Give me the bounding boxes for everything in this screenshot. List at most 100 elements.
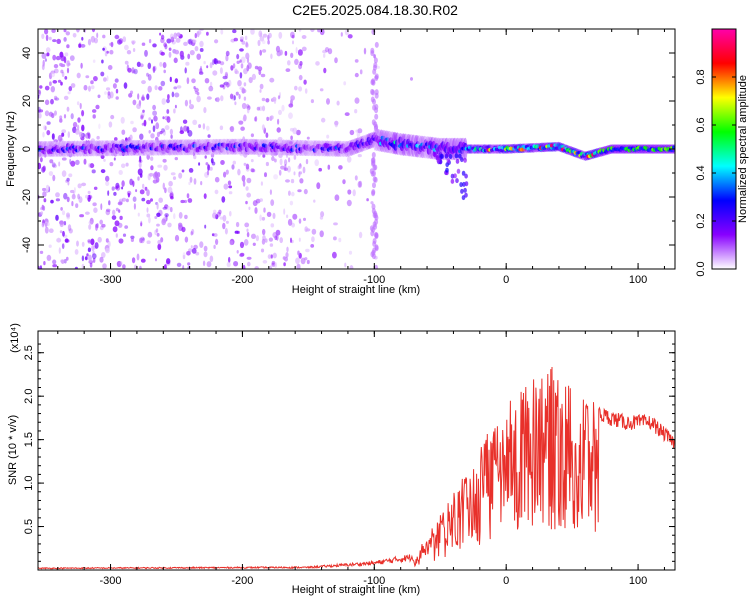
heatmap-speckle xyxy=(101,59,104,64)
heatmap-speckle xyxy=(326,98,330,105)
heatmap-speckle xyxy=(374,264,378,269)
heatmap-speckle xyxy=(202,260,206,267)
heatmap-speckle xyxy=(140,220,143,226)
heatmap-speckle xyxy=(104,91,107,95)
heatmap-speckle xyxy=(48,228,54,233)
x-tick-label: 100 xyxy=(629,575,647,587)
heatmap-speckle xyxy=(250,29,255,35)
heatmap-speckle xyxy=(131,40,136,45)
heatmap-speckle xyxy=(239,36,244,41)
heatmap-speckle xyxy=(240,126,245,131)
heatmap-speckle xyxy=(152,66,156,73)
heatmap-speckle xyxy=(125,162,129,167)
heatmap-speckle xyxy=(188,168,194,173)
snr-series-line xyxy=(38,366,675,570)
heatmap-speckle xyxy=(69,158,72,165)
heatmap-speckle xyxy=(182,265,185,269)
heatmap-speckle xyxy=(373,57,378,64)
heatmap-speckle xyxy=(323,67,327,74)
heatmap-speckle xyxy=(286,246,289,253)
heatmap-speckle xyxy=(173,57,178,64)
heatmap-speckle xyxy=(60,259,65,263)
heatmap-speckle xyxy=(172,176,177,181)
heatmap-speckle xyxy=(189,103,192,108)
heatmap-speckle xyxy=(343,81,347,86)
heatmap-speckle xyxy=(464,181,469,187)
heatmap-speckle xyxy=(50,70,56,74)
heatmap-speckle xyxy=(63,192,68,200)
heatmap-speckle xyxy=(38,106,41,114)
heatmap-speckle xyxy=(194,87,199,93)
heatmap-speckle xyxy=(225,169,229,175)
heatmap-speckle xyxy=(225,54,229,62)
colorbar-tick-label: 0.4 xyxy=(695,165,707,180)
heatmap-speckle xyxy=(448,154,453,159)
heatmap-speckle xyxy=(146,199,151,205)
heatmap-speckle xyxy=(42,165,46,172)
heatmap-speckle xyxy=(150,198,153,202)
heatmap-speckle xyxy=(370,201,374,205)
heatmap-speckle xyxy=(152,172,158,180)
heatmap-speckle xyxy=(288,190,291,196)
heatmap-speckle xyxy=(265,98,270,103)
heatmap-speckle xyxy=(89,262,93,268)
heatmap-speckle xyxy=(173,32,178,40)
heatmap-speckle xyxy=(66,212,70,218)
heatmap-speckle xyxy=(156,212,161,217)
heatmap-speckle xyxy=(149,172,154,177)
heatmap-speckle xyxy=(250,159,254,163)
heatmap-speckle xyxy=(269,243,274,247)
heatmap-speckle xyxy=(310,244,315,248)
heatmap-speckle xyxy=(119,215,123,220)
heatmap-speckle xyxy=(255,235,259,242)
heatmap-speckle xyxy=(262,154,266,158)
heatmap-speckle xyxy=(290,178,295,184)
heatmap-speckle xyxy=(182,252,186,259)
heatmap-speckle xyxy=(41,222,45,228)
heatmap-speckle xyxy=(168,51,172,58)
heatmap-speckle xyxy=(93,186,98,190)
heatmap-speckle xyxy=(254,117,257,122)
heatmap-speckle xyxy=(261,238,266,245)
heatmap-speckle xyxy=(148,130,151,134)
heatmap-speckle xyxy=(199,71,204,75)
x-tick-label: 100 xyxy=(629,274,647,286)
heatmap-speckle xyxy=(298,171,303,175)
heatmap-speckle xyxy=(148,39,152,44)
heatmap-speckle xyxy=(97,94,101,99)
heatmap-speckle xyxy=(206,65,209,69)
heatmap-speckle xyxy=(459,182,463,188)
heatmap-speckle xyxy=(48,36,52,41)
heatmap-speckle xyxy=(221,196,226,203)
heatmap-speckle xyxy=(45,34,49,41)
heatmap-speckle xyxy=(53,64,59,69)
heatmap-speckle xyxy=(297,189,302,193)
heatmap-speckle xyxy=(191,78,196,84)
heatmap-speckle xyxy=(219,67,223,74)
heatmap-speckle xyxy=(233,95,236,101)
heatmap-speckle xyxy=(374,73,379,80)
heatmap-speckle xyxy=(278,109,282,115)
heatmap-speckle xyxy=(259,36,265,42)
heatmap-speckle xyxy=(101,252,106,258)
heatmap-speckle xyxy=(358,231,363,239)
heatmap-speckle xyxy=(103,77,107,82)
heatmap-speckle xyxy=(129,134,133,141)
heatmap-speckle xyxy=(244,35,248,41)
heatmap-speckle xyxy=(247,261,251,267)
heatmap-speckle xyxy=(346,156,352,163)
heatmap-speckle xyxy=(124,225,129,229)
heatmap-speckle xyxy=(52,259,57,265)
heatmap-speckle xyxy=(92,114,96,119)
heatmap-speckle xyxy=(63,56,67,64)
heatmap-speckle xyxy=(46,121,51,125)
heatmap-speckle xyxy=(62,230,65,237)
y-tick-label: 0.5 xyxy=(23,519,35,534)
heatmap-speckle xyxy=(224,227,228,235)
heatmap-speckle xyxy=(106,50,109,54)
heatmap-speckle xyxy=(119,261,123,266)
snr-x-label: Height of straight line (km) xyxy=(292,584,420,596)
heatmap-speckle xyxy=(79,131,83,138)
x-tick-label: 0 xyxy=(503,575,509,587)
heatmap-speckle xyxy=(373,54,376,59)
